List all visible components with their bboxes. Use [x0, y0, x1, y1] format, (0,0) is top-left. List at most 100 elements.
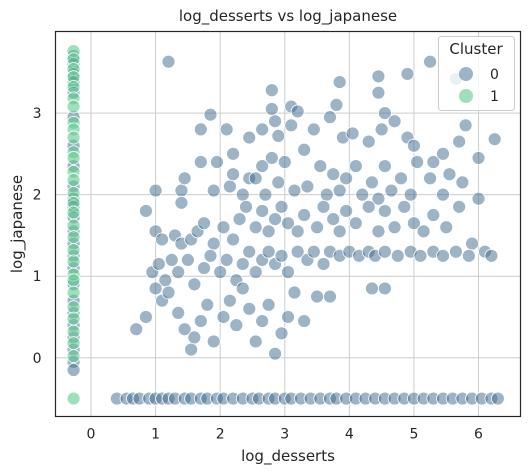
data-point [371, 191, 386, 206]
data-point [264, 83, 279, 98]
data-point [461, 248, 476, 263]
data-point [407, 138, 421, 153]
data-point [323, 110, 337, 125]
x-tick-labels: 0 1 2 3 4 5 6 [87, 427, 484, 443]
data-point [348, 216, 363, 231]
data-point [365, 175, 379, 190]
data-point [239, 199, 253, 214]
data-point [374, 122, 389, 137]
data-point [439, 220, 454, 235]
data-point [187, 330, 202, 345]
data-point [436, 248, 450, 263]
data-point [313, 159, 328, 173]
data-point [187, 277, 202, 292]
data-point [255, 122, 270, 137]
data-point [235, 187, 250, 202]
data-point [326, 212, 341, 227]
data-point [319, 187, 334, 202]
data-point [129, 322, 144, 337]
y-tick-labels: 0 1 2 3 [33, 106, 42, 367]
x-tick-label: 3 [280, 427, 289, 443]
data-point [332, 183, 347, 198]
legend-marker-0 [459, 67, 473, 81]
data-point [426, 155, 441, 169]
data-point [403, 187, 418, 202]
data-point [148, 183, 163, 198]
data-point [248, 265, 263, 280]
x-tick-label: 2 [216, 427, 225, 443]
data-point [203, 248, 218, 263]
data-point [66, 273, 81, 288]
data-point [248, 334, 263, 349]
data-point [66, 230, 81, 244]
data-point [465, 236, 479, 251]
data-point [290, 104, 305, 119]
data-point [197, 216, 211, 231]
legend-box [438, 36, 515, 111]
data-point [455, 175, 470, 190]
data-point [216, 310, 231, 324]
data-point [203, 107, 218, 122]
data-point [436, 187, 450, 202]
data-point [242, 130, 257, 145]
data-point [310, 289, 324, 304]
data-point [216, 220, 231, 235]
data-point [410, 155, 425, 169]
data-point [258, 187, 273, 202]
data-point [423, 54, 437, 69]
data-point [458, 118, 473, 133]
data-point [316, 257, 331, 271]
data-point [329, 98, 344, 112]
data-point [226, 232, 241, 247]
data-point [407, 216, 421, 231]
data-point [264, 102, 279, 116]
data-point [180, 252, 195, 267]
data-point [222, 293, 237, 308]
data-point [377, 244, 392, 259]
data-point [387, 220, 402, 235]
data-point [387, 114, 402, 129]
data-point [377, 159, 392, 173]
data-point [306, 122, 321, 137]
plot-frame [54, 30, 522, 418]
data-point [290, 224, 305, 239]
data-point [452, 134, 467, 149]
data-point [193, 314, 208, 328]
data-point [261, 297, 276, 312]
data-point [297, 314, 312, 328]
data-point [171, 265, 186, 280]
data-point [316, 199, 331, 214]
data-point [297, 142, 312, 157]
data-point [200, 297, 215, 312]
x-tick-label: 4 [345, 427, 354, 443]
data-point [66, 391, 81, 406]
legend-title: Cluster [449, 40, 503, 58]
x-tick-label: 0 [87, 427, 96, 443]
y-tick-label: 0 [33, 351, 42, 367]
data-point [394, 171, 408, 186]
data-point [384, 183, 399, 198]
data-point [268, 346, 282, 361]
data-point [287, 183, 302, 198]
data-point [371, 224, 386, 239]
data-point [66, 151, 81, 165]
data-point [471, 151, 486, 165]
data-point [197, 261, 211, 275]
data-point [332, 75, 347, 89]
data-point [66, 363, 81, 377]
data-point [271, 129, 286, 143]
legend: Cluster 0 1 [438, 36, 515, 111]
data-point [219, 122, 234, 137]
data-point [66, 99, 81, 114]
data-point [471, 191, 486, 206]
data-point [400, 67, 415, 81]
data-point [193, 122, 208, 137]
data-point [66, 205, 81, 220]
data-point [297, 208, 312, 222]
data-point [139, 204, 153, 218]
data-point [361, 199, 376, 214]
data-point [306, 244, 321, 259]
data-point [426, 208, 441, 222]
data-point [281, 216, 295, 231]
data-point [339, 171, 354, 186]
